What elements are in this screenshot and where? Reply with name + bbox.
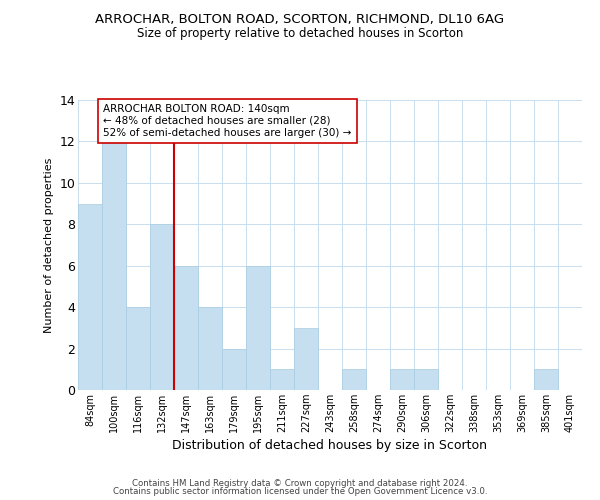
Bar: [534, 370, 558, 390]
X-axis label: Distribution of detached houses by size in Scorton: Distribution of detached houses by size …: [173, 439, 487, 452]
Bar: [102, 142, 126, 390]
Bar: [78, 204, 102, 390]
Bar: [390, 370, 414, 390]
Bar: [150, 224, 174, 390]
Y-axis label: Number of detached properties: Number of detached properties: [44, 158, 54, 332]
Bar: [246, 266, 270, 390]
Bar: [414, 370, 438, 390]
Bar: [126, 307, 150, 390]
Bar: [270, 370, 294, 390]
Text: Contains public sector information licensed under the Open Government Licence v3: Contains public sector information licen…: [113, 487, 487, 496]
Bar: [342, 370, 366, 390]
Bar: [198, 307, 222, 390]
Bar: [294, 328, 318, 390]
Bar: [174, 266, 198, 390]
Text: Contains HM Land Registry data © Crown copyright and database right 2024.: Contains HM Land Registry data © Crown c…: [132, 478, 468, 488]
Text: ARROCHAR BOLTON ROAD: 140sqm
← 48% of detached houses are smaller (28)
52% of se: ARROCHAR BOLTON ROAD: 140sqm ← 48% of de…: [103, 104, 352, 138]
Text: Size of property relative to detached houses in Scorton: Size of property relative to detached ho…: [137, 28, 463, 40]
Text: ARROCHAR, BOLTON ROAD, SCORTON, RICHMOND, DL10 6AG: ARROCHAR, BOLTON ROAD, SCORTON, RICHMOND…: [95, 12, 505, 26]
Bar: [222, 348, 246, 390]
